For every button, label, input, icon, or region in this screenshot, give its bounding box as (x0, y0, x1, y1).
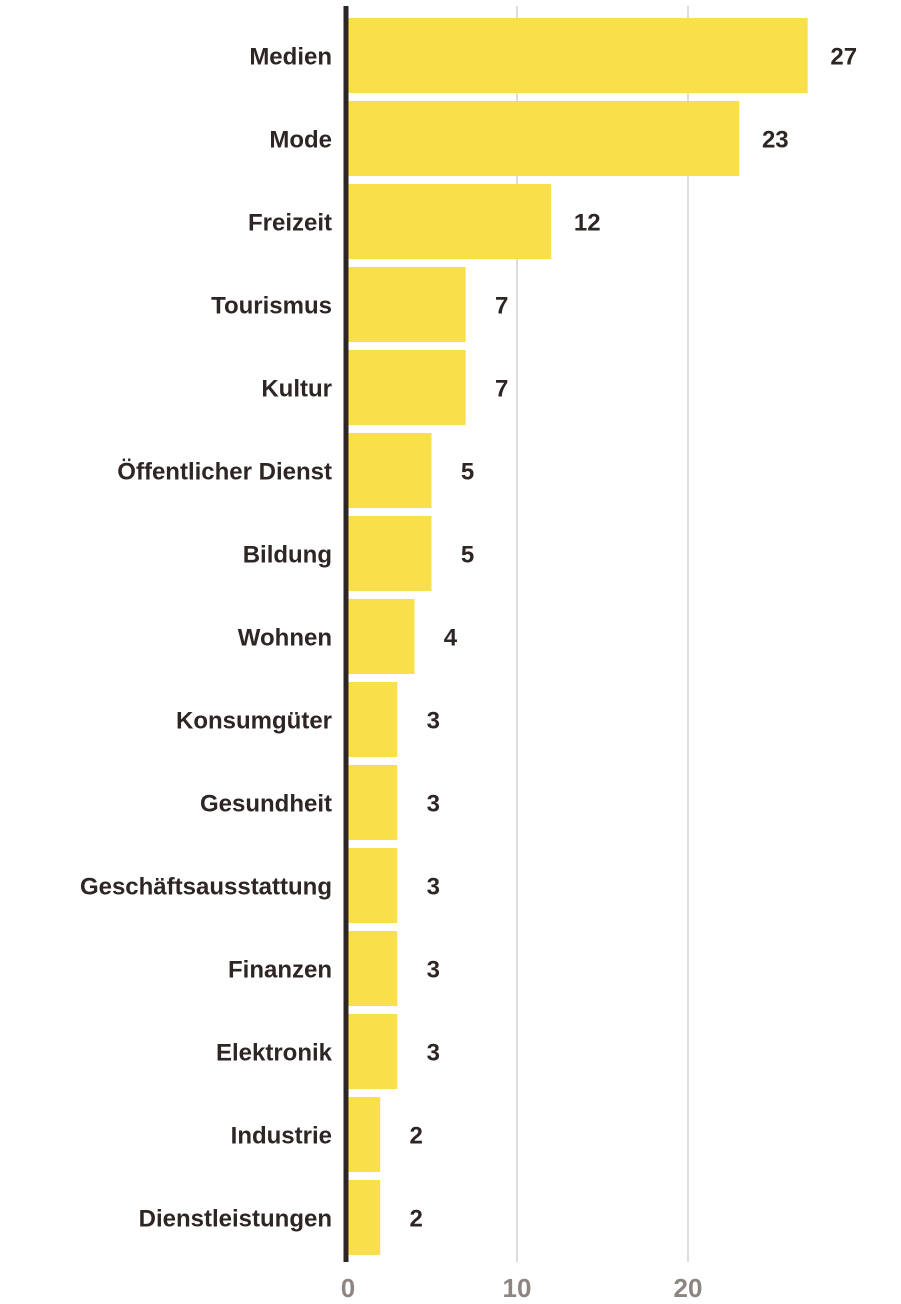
bar-4 (346, 267, 466, 342)
category-label: Tourismus (211, 293, 332, 320)
x-tick-label: 10 (503, 1273, 532, 1303)
bar-10 (346, 765, 398, 840)
bar-3 (346, 184, 552, 259)
value-label: 5 (461, 459, 474, 486)
category-label: Freizeit (248, 210, 332, 237)
value-label: 7 (495, 293, 508, 320)
value-label: 2 (410, 1206, 423, 1233)
bar-2 (346, 101, 740, 176)
bar-11 (346, 848, 398, 923)
value-label: 27 (830, 44, 857, 71)
category-label: Mode (269, 127, 332, 154)
x-tick-label: 20 (674, 1273, 703, 1303)
value-label: 12 (574, 210, 601, 237)
bar-9 (346, 682, 398, 757)
bar-6 (346, 433, 432, 508)
category-label: Industrie (231, 1123, 332, 1150)
value-label: 3 (427, 708, 440, 735)
category-label: Gesundheit (200, 791, 332, 818)
bar-13 (346, 1014, 398, 1089)
value-label: 3 (427, 957, 440, 984)
bar-1 (346, 18, 808, 93)
bar-7 (346, 516, 432, 591)
value-label: 3 (427, 874, 440, 901)
bar-12 (346, 931, 398, 1006)
value-label: 3 (427, 1040, 440, 1067)
x-tick-label: 0 (341, 1273, 355, 1303)
category-label: Bildung (243, 542, 332, 569)
bar-14 (346, 1097, 381, 1172)
category-label: Öffentlicher Dienst (117, 459, 332, 486)
category-label: Medien (249, 44, 332, 71)
axis-layer: 0 10 20 (341, 6, 703, 1303)
bar-5 (346, 350, 466, 425)
category-label: Geschäftsausstattung (80, 874, 332, 901)
category-label: Dienstleistungen (139, 1206, 332, 1233)
category-label: Wohnen (238, 625, 332, 652)
value-label: 3 (427, 791, 440, 818)
category-label: Kultur (261, 376, 332, 403)
value-label: 2 (410, 1123, 423, 1150)
value-label: 7 (495, 376, 508, 403)
bar-layer (346, 18, 808, 1255)
value-label: 23 (762, 127, 789, 154)
bar-8 (346, 599, 415, 674)
bar-15 (346, 1180, 381, 1255)
value-label: 5 (461, 542, 474, 569)
category-label: Finanzen (228, 957, 332, 984)
value-label: 4 (444, 625, 458, 652)
category-label: Elektronik (216, 1040, 333, 1067)
category-label: Konsumgüter (176, 708, 332, 735)
